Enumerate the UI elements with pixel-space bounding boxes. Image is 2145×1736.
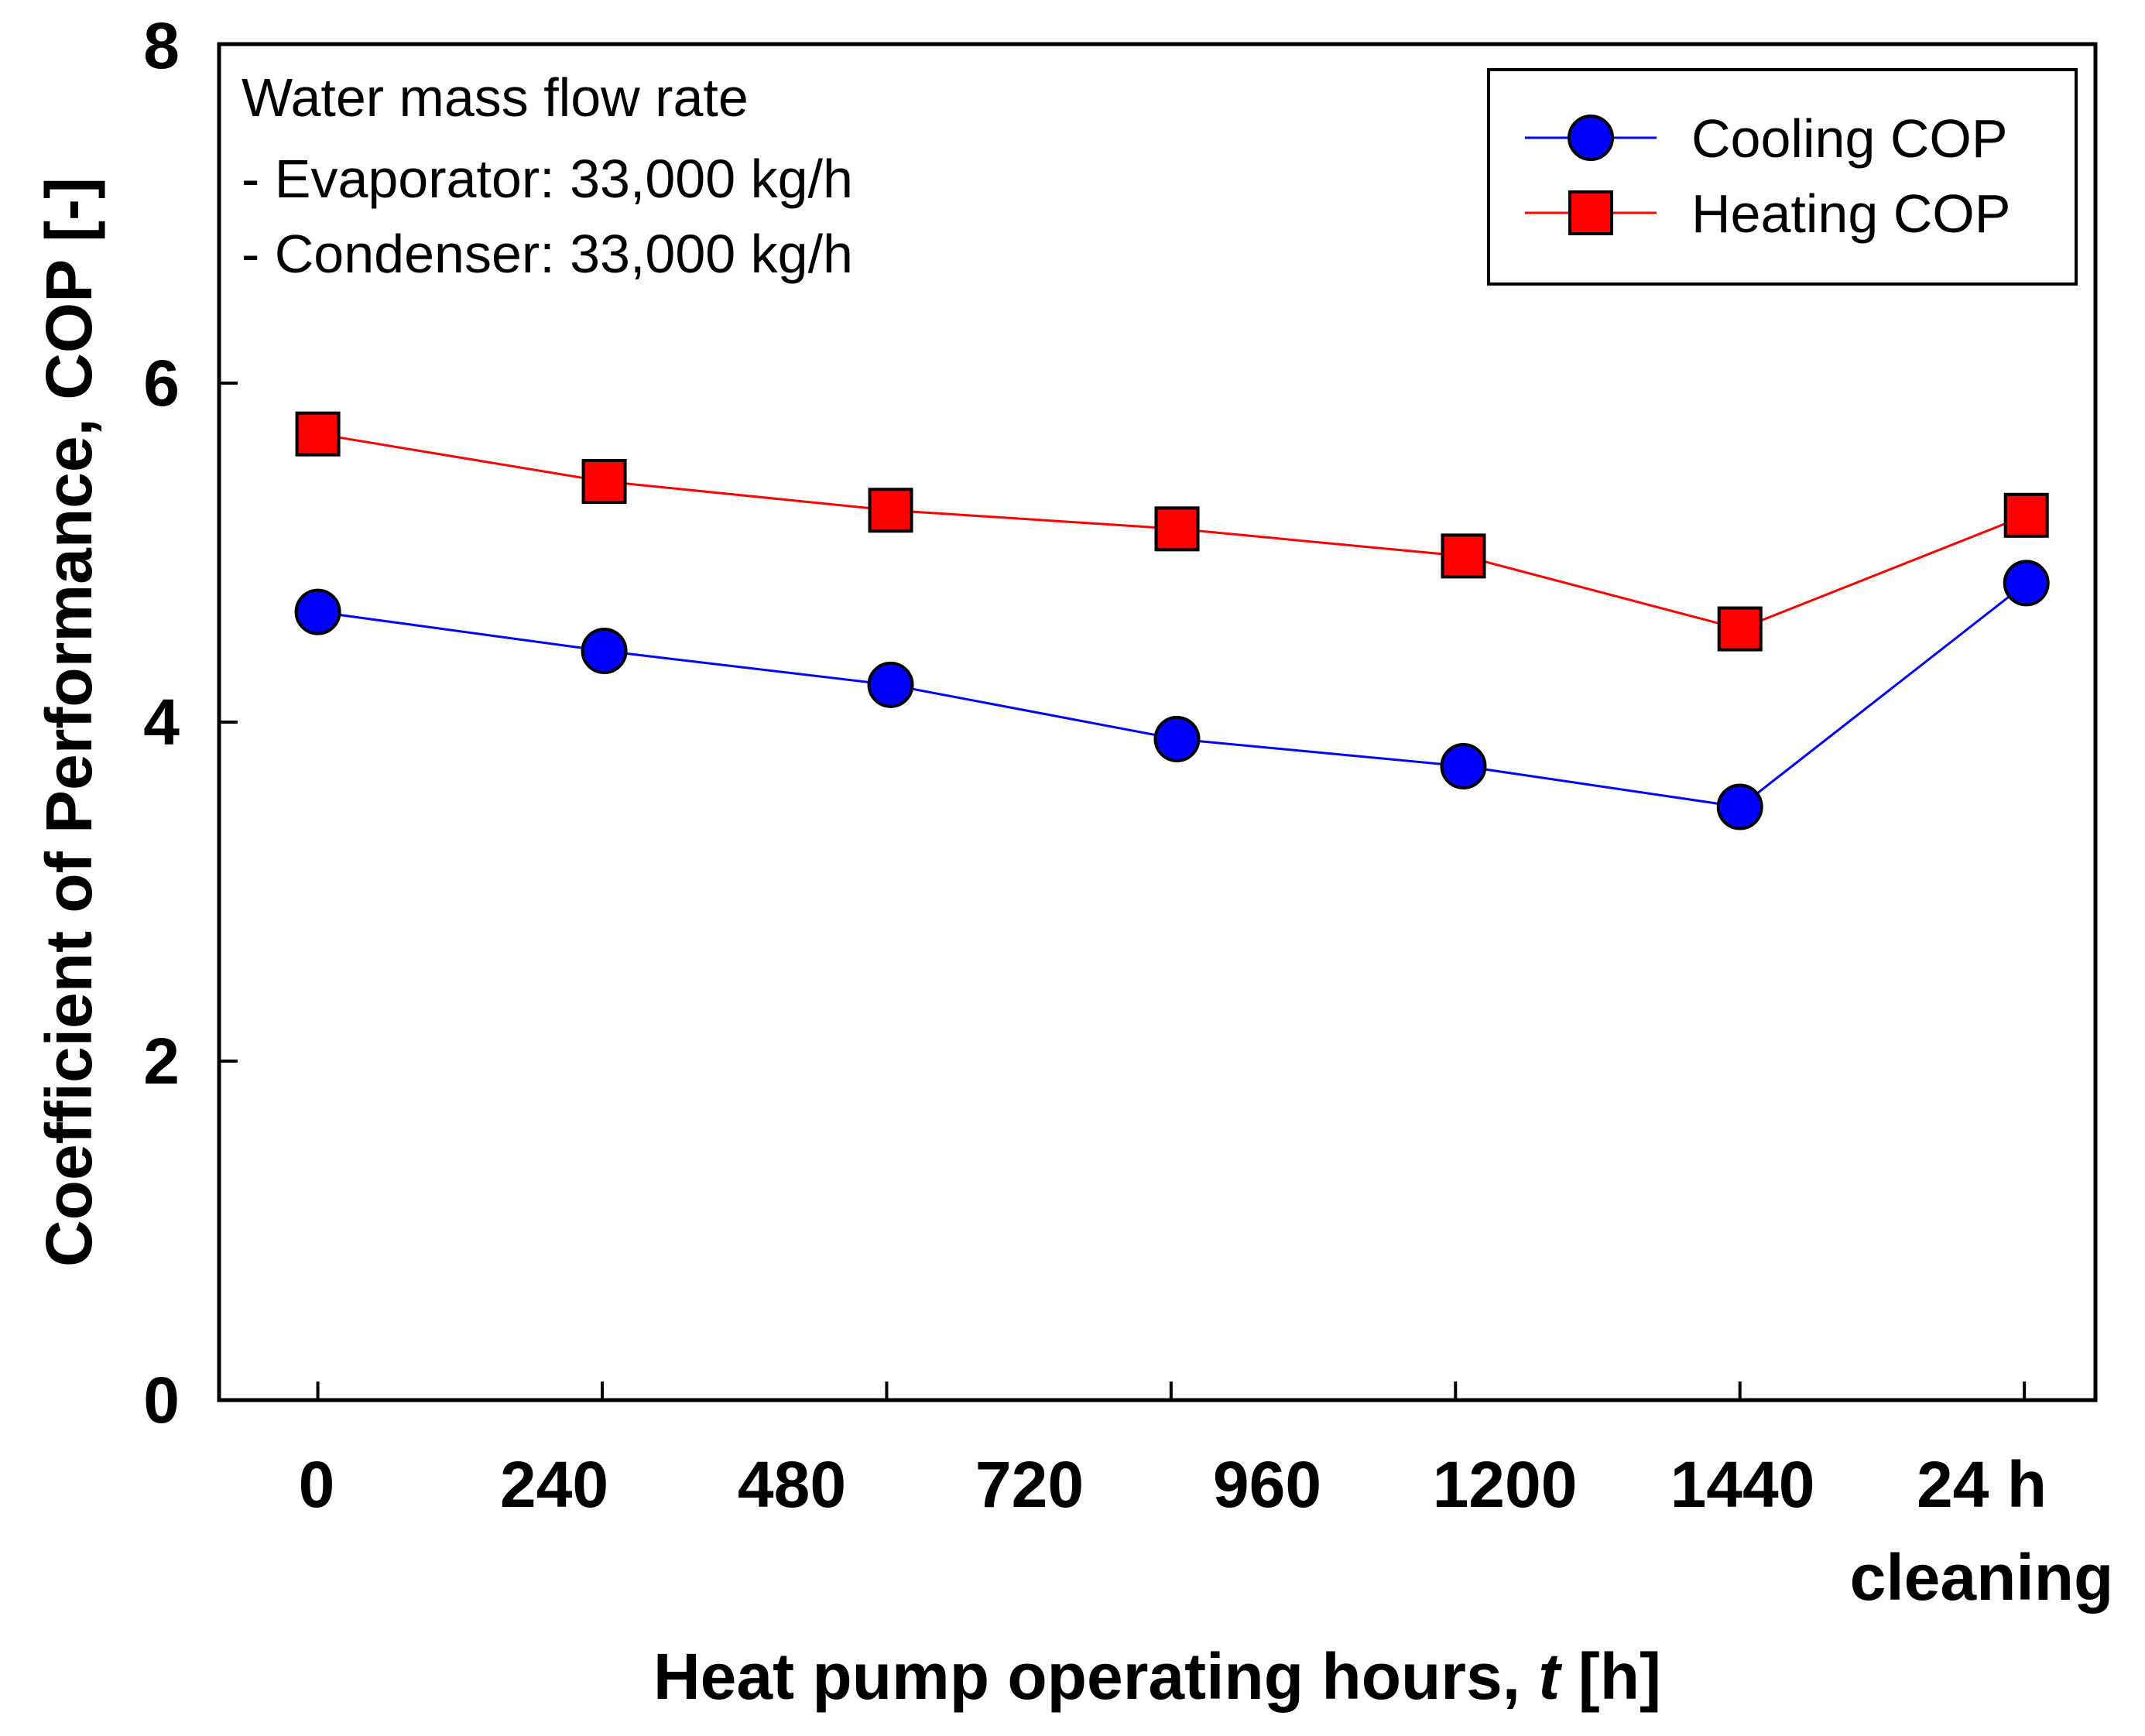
y-tick-label: 6 [143,347,180,419]
series-layer [294,411,2050,830]
x-tick-label: 720 [975,1448,1084,1521]
data-point-heating [2003,492,2049,538]
y-tick-label: 0 [143,1364,180,1436]
x-tick-label: 480 [738,1448,846,1521]
x-tick-label: cleaning [1850,1541,2114,1614]
x-tick-label: 240 [500,1448,608,1521]
x-tick-label: 1440 [1670,1448,1815,1521]
x-tick-label: 24 h [1917,1448,2047,1521]
legend-label-cooling: Cooling COP [1691,108,2008,169]
legend: Cooling COP Heating COP [1487,68,2078,286]
data-point-heating [1441,533,1486,579]
legend-box [1487,68,2078,286]
y-axis-title: Coefficient of Performance, COP [-] [33,177,105,1267]
x-tick-label: 0 [299,1448,335,1521]
data-point-heating [1154,506,1200,552]
y-tick-label: 2 [143,1025,180,1097]
x-axis-ticks [316,1382,2027,1400]
legend-marker-cooling [1568,115,1614,161]
y-tick-label: 4 [143,686,180,758]
data-point-cooling [867,661,914,708]
annotation-line-2: - Evaporator: 33,000 kg/h [242,149,853,209]
data-point-heating [868,488,913,533]
data-point-heating [1717,606,1763,652]
data-point-cooling [2003,560,2050,607]
data-point-heating [295,411,341,457]
y-tick-label: 8 [143,9,180,82]
x-tick-label: 960 [1213,1448,1321,1521]
x-axis-title: Heat pump operating hours, t [h] [653,1640,1661,1713]
data-point-cooling [1153,715,1201,762]
legend-marker-heating [1568,190,1613,235]
x-tick-label: 1200 [1433,1448,1578,1521]
annotation-line-3: - Condenser: 33,000 kg/h [242,224,853,284]
legend-label-heating: Heating COP [1691,183,2010,244]
data-point-cooling [294,588,341,635]
data-point-cooling [1440,742,1487,789]
data-point-heating [581,459,627,505]
data-point-cooling [581,628,628,675]
y-axis-ticks [219,43,238,1402]
data-point-cooling [1716,783,1763,830]
annotation-line-1: Water mass flow rate [242,67,749,128]
